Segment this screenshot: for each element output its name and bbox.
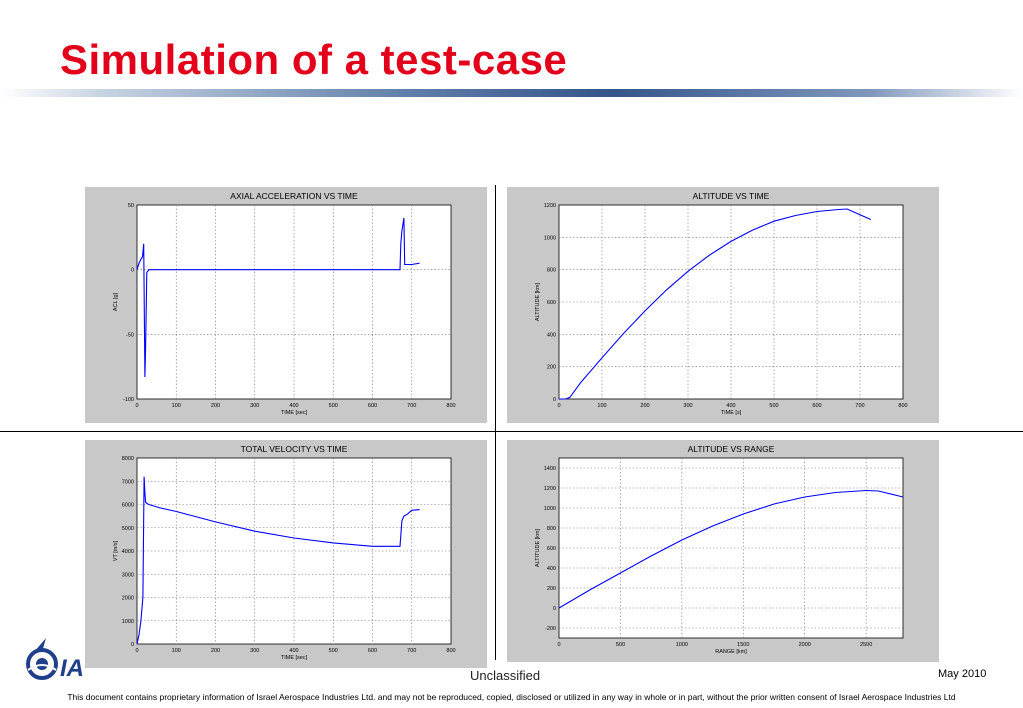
x-tick-label: 0 [135, 648, 138, 654]
chart-total-velocity: TOTAL VELOCITY VS TIME 0 100 200 300 400 500 60… [85, 440, 487, 668]
x-tick-label: 600 [368, 648, 377, 654]
chart-altitude-vs-time: ALTITUDE VS TIME 0 100 200 300 400 500 600 700 80… [507, 187, 939, 423]
x-axis-label: TIME [sec] [281, 655, 308, 661]
x-tick-label: 200 [211, 648, 220, 654]
x-tick-label: 300 [683, 403, 692, 409]
x-tick-label: 1000 [676, 642, 688, 648]
y-tick-label: 7000 [122, 479, 134, 485]
y-tick-label: 400 [547, 566, 556, 572]
x-tick-label: 100 [172, 403, 181, 409]
x-tick-label: 800 [898, 403, 907, 409]
x-tick-label: 300 [250, 648, 259, 654]
x-axis-label: TIME [s] [721, 410, 742, 416]
y-tick-label: 4000 [122, 549, 134, 555]
y-tick-label: 0 [553, 606, 556, 612]
y-tick-label: 1000 [122, 619, 134, 625]
chart-svg: AXIAL ACCELERATION VS TIME 0 100 200 300 400 5… [113, 191, 456, 416]
chart-altitude-vs-range: ALTITUDE VS RANGE 0 500 1000 1500 2000 2500 -20… [507, 440, 939, 662]
x-tick-label: 500 [329, 403, 338, 409]
x-tick-label: 0 [557, 642, 560, 648]
chart-axial-acceleration: AXIAL ACCELERATION VS TIME 0 100 200 300 400 5… [85, 187, 487, 423]
y-tick-label: 1400 [544, 466, 556, 472]
y-axis-label: ALTITUDE [km] [535, 282, 541, 321]
x-tick-label: 200 [211, 403, 220, 409]
y-axis-label: ALTITUDE [km] [535, 528, 541, 567]
iai-logo: IA [20, 630, 100, 682]
y-tick-label: 50 [128, 203, 134, 209]
title-underline [0, 89, 1023, 97]
x-tick-label: 100 [597, 403, 606, 409]
x-tick-label: 600 [368, 403, 377, 409]
y-tick-label: 3000 [122, 572, 134, 578]
y-tick-label: 0 [553, 397, 556, 403]
x-tick-label: 0 [135, 403, 138, 409]
series-line [136, 217, 420, 378]
x-tick-label: 500 [769, 403, 778, 409]
x-tick-label: 400 [289, 648, 298, 654]
y-tick-label: 2000 [122, 596, 134, 602]
y-tick-label: 200 [547, 365, 556, 371]
x-tick-label: 100 [172, 648, 181, 654]
x-tick-label: 2000 [799, 642, 811, 648]
x-tick-label: 500 [616, 642, 625, 648]
x-tick-label: 700 [407, 648, 416, 654]
chart-svg: ALTITUDE VS TIME 0 100 200 300 400 500 600 700 80… [535, 191, 908, 416]
x-tick-label: 400 [726, 403, 735, 409]
series-line [558, 489, 904, 609]
chart-title: ALTITUDE VS TIME [693, 191, 770, 201]
x-tick-label: 700 [855, 403, 864, 409]
series-line [136, 476, 420, 645]
y-tick-label: 1000 [544, 506, 556, 512]
y-tick-label: 6000 [122, 503, 134, 509]
chart-title: AXIAL ACCELERATION VS TIME [230, 191, 358, 201]
y-tick-label: 800 [547, 268, 556, 274]
x-tick-label: 800 [446, 403, 455, 409]
date-label: May 2010 [938, 668, 987, 680]
chart-title: TOTAL VELOCITY VS TIME [241, 444, 348, 454]
vertical-divider [495, 185, 496, 660]
y-tick-label: 1200 [544, 203, 556, 209]
y-axis-label: ACL [g] [113, 292, 119, 311]
y-tick-label: 5000 [122, 526, 134, 532]
y-tick-label: -50 [126, 332, 134, 338]
y-tick-label: 0 [131, 268, 134, 274]
y-axis-label: VT [m/s] [113, 540, 119, 561]
chart-title: ALTITUDE VS RANGE [688, 444, 775, 454]
x-axis-label: TIME [sec] [281, 410, 308, 416]
x-tick-label: 200 [640, 403, 649, 409]
y-tick-label: 1200 [544, 486, 556, 492]
x-tick-label: 600 [812, 403, 821, 409]
x-tick-label: 800 [446, 648, 455, 654]
y-tick-label: -200 [545, 626, 556, 632]
svg-text:IA: IA [60, 655, 84, 682]
x-tick-label: 0 [557, 403, 560, 409]
chart-svg: TOTAL VELOCITY VS TIME 0 100 200 300 400 500 60… [113, 444, 456, 661]
disclaimer-text: This document contains proprietary infor… [67, 692, 956, 702]
y-tick-label: 200 [547, 586, 556, 592]
x-axis-label: RANGE [km] [715, 649, 747, 655]
y-tick-label: 800 [547, 526, 556, 532]
x-tick-label: 1500 [737, 642, 749, 648]
y-tick-label: -100 [123, 397, 134, 403]
y-tick-label: 600 [547, 300, 556, 306]
y-tick-label: 600 [547, 546, 556, 552]
y-tick-label: 400 [547, 332, 556, 338]
slide-title: Simulation of a test-case [60, 36, 568, 83]
y-tick-label: 1000 [544, 235, 556, 241]
y-tick-label: 0 [131, 642, 134, 648]
series-line [559, 208, 872, 400]
y-tick-label: 8000 [122, 456, 134, 462]
x-tick-label: 2500 [860, 642, 872, 648]
x-tick-label: 700 [407, 403, 416, 409]
x-tick-label: 500 [329, 648, 338, 654]
x-tick-label: 400 [289, 403, 298, 409]
horizontal-divider [0, 431, 1023, 432]
x-tick-label: 300 [250, 403, 259, 409]
classification-label: Unclassified [470, 668, 541, 683]
